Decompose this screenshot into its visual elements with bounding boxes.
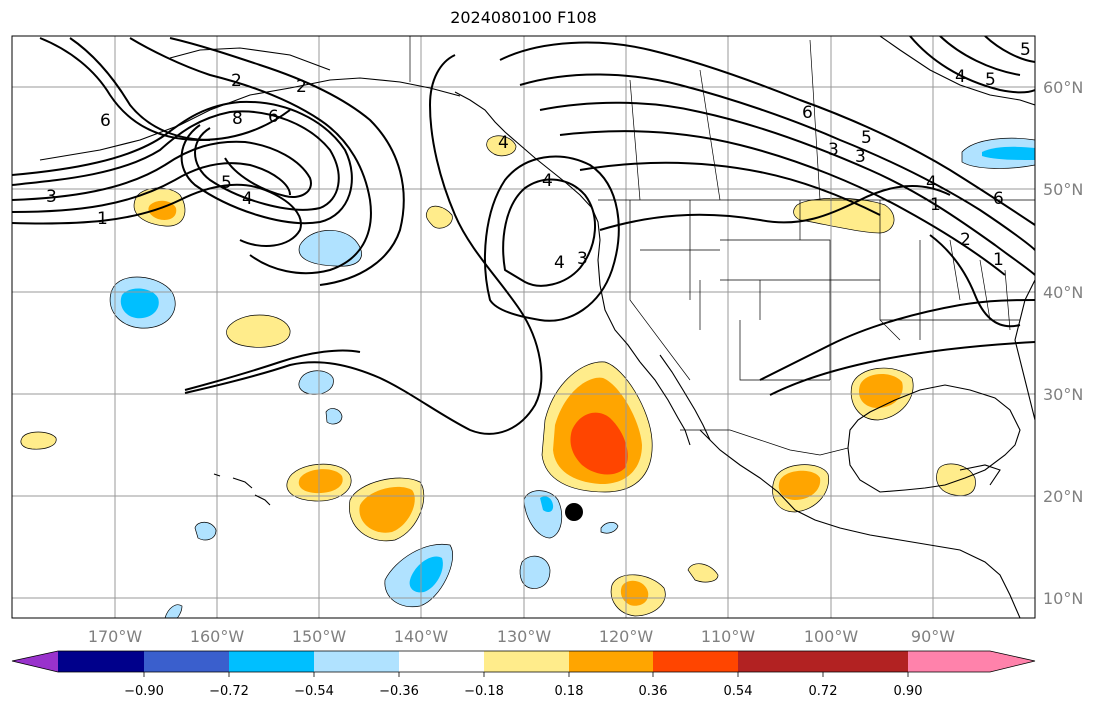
negative-anomaly-region (600, 522, 619, 534)
colorbar-segment (58, 651, 144, 672)
colorbar-segment (823, 651, 908, 672)
graticule (12, 36, 1035, 618)
colorbar-tick-label: 0.90 (894, 684, 923, 699)
contour-label: 3 (828, 140, 839, 160)
colorbar-tick-label: −0.54 (294, 684, 334, 699)
colorbar-segment (399, 651, 484, 672)
contour-label: 2 (960, 230, 971, 250)
lon-label: 90°W (911, 627, 955, 646)
lon-label: 110°W (701, 627, 756, 646)
height-contours (12, 36, 1035, 435)
colorbar-segment (229, 651, 314, 672)
coastlines (39, 36, 1035, 618)
contour-label: 2 (231, 71, 242, 91)
positive-anomaly-core (620, 580, 649, 606)
negative-anomaly-region (325, 408, 343, 425)
contour-label: 1 (993, 250, 1004, 270)
positive-anomaly-region (486, 135, 517, 157)
positive-anomaly-region (687, 563, 719, 583)
colorbar-outline (11, 650, 1036, 673)
lat-label: 10°N (1043, 589, 1083, 608)
negative-anomaly-region (298, 370, 334, 395)
contour-label: 1 (97, 209, 108, 229)
map-title: 2024080100 F108 (450, 8, 597, 27)
lat-label: 30°N (1043, 385, 1083, 404)
lat-label: 20°N (1043, 487, 1083, 506)
contour-label: 4 (498, 133, 509, 153)
colorbar-segment (314, 651, 399, 672)
colorbar-segment (569, 651, 653, 672)
negative-anomaly-core (120, 288, 159, 319)
positive-anomaly-core (298, 469, 343, 494)
contour-label: 6 (268, 107, 279, 127)
colorbar-tick-label: −0.72 (209, 684, 249, 699)
contour-label: 3 (46, 187, 57, 207)
contour-labels: 2 6 8 6 4 3 1 5 4 2 5 4 3 6 5 3 4 6 4 5 … (46, 40, 1031, 273)
colorbar-tick-label: 0.72 (809, 684, 838, 699)
lon-label: 120°W (599, 627, 654, 646)
colorbar-extend-left (12, 651, 58, 672)
colorbar-segment (144, 651, 229, 672)
positive-anomaly-core (778, 470, 821, 500)
contour-label: 3 (855, 147, 866, 167)
contour-label: 6 (993, 189, 1004, 209)
contour-label: 2 (296, 77, 307, 97)
positive-anomaly-core (359, 486, 415, 533)
positive-anomaly-region (936, 463, 976, 496)
latitude-labels: 60°N 50°N 40°N 30°N 20°N 10°N (1043, 78, 1083, 608)
lat-label: 40°N (1043, 283, 1083, 302)
contour-label: 5 (861, 128, 872, 148)
colorbar-tick-label: 0.18 (555, 684, 584, 699)
negative-anomaly-core (409, 556, 443, 593)
contour-label: 4 (542, 171, 553, 191)
lat-label: 60°N (1043, 78, 1083, 97)
negative-anomaly-region (194, 521, 217, 541)
contour-label: 5 (221, 173, 232, 193)
contour-label: 5 (1020, 40, 1031, 60)
positive-anomaly-region (425, 205, 453, 229)
contour-label: 4 (242, 189, 253, 209)
longitude-labels: 170°W 160°W 150°W 140°W 130°W 120°W 110°… (88, 627, 955, 646)
contour-label: 6 (100, 111, 111, 131)
positive-anomaly-region (226, 314, 291, 348)
colorbar-tick-label: −0.36 (379, 684, 419, 699)
negative-anomaly-region (298, 229, 362, 267)
map-frame (11, 35, 1036, 619)
negative-anomaly-core (540, 496, 554, 513)
lon-label: 160°W (190, 627, 245, 646)
negative-anomaly-core (982, 146, 1035, 160)
colorbar-segment (484, 651, 569, 672)
lon-label: 100°W (804, 627, 859, 646)
contour-label: 4 (554, 253, 565, 273)
negative-anomaly-region (519, 555, 551, 589)
positive-anomaly-region (20, 431, 57, 450)
colorbar-segment (653, 651, 738, 672)
contour-label: 6 (802, 103, 813, 123)
contour-label: 3 (577, 249, 588, 269)
colorbar: −0.90 −0.72 −0.54 −0.36 −0.18 0.18 0.36 … (11, 650, 1036, 699)
colorbar-tick-label: 0.54 (724, 684, 753, 699)
colorbar-tick-label: −0.90 (124, 684, 164, 699)
lon-label: 170°W (88, 627, 143, 646)
colorbar-tick-label: −0.18 (464, 684, 504, 699)
lat-label: 50°N (1043, 180, 1083, 199)
colorbar-segment (738, 651, 823, 672)
political-borders (409, 36, 1035, 456)
positive-anomaly-max (570, 412, 628, 475)
lon-label: 140°W (394, 627, 449, 646)
lon-label: 150°W (292, 627, 347, 646)
contour-label: 4 (955, 67, 966, 87)
lon-label: 130°W (497, 627, 552, 646)
positive-anomaly-core (858, 374, 903, 408)
contour-label: 8 (232, 109, 243, 129)
contour-label: 1 (930, 195, 941, 215)
contour-label: 4 (926, 173, 937, 193)
colorbar-extend-right (908, 651, 1035, 672)
colorbar-tick-label: 0.36 (639, 684, 668, 699)
contour-label: 5 (985, 70, 996, 90)
negative-anomaly-region (164, 604, 183, 618)
storm-center-marker (565, 503, 583, 521)
